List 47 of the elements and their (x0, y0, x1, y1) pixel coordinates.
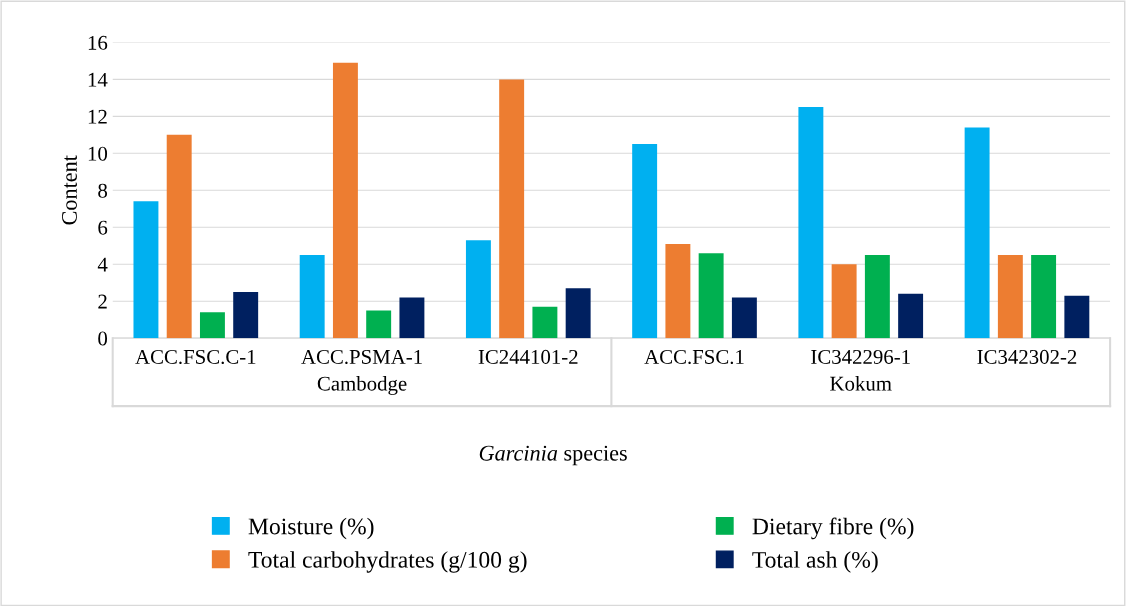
legend-label: Total carbohydrates (g/100 g) (248, 551, 527, 573)
x-tick-label: ACC.PSMA-1 (301, 349, 422, 365)
bar (698, 253, 724, 339)
bar (731, 297, 757, 339)
bar (233, 291, 259, 339)
y-tick-label: 10 (88, 146, 108, 161)
bar (166, 134, 192, 339)
bar (997, 254, 1023, 339)
x-tick-label: ACC.FSC.1 (644, 349, 744, 365)
legend-label: Dietary fibre (%) (752, 517, 914, 540)
y-tick-label: 6 (98, 220, 108, 235)
bar (399, 297, 425, 339)
x-tick-label: IC244101-2 (478, 349, 578, 364)
bar (366, 310, 392, 339)
bar (898, 293, 924, 339)
bar (864, 254, 890, 339)
text: Kokum (830, 376, 892, 391)
legend-label: Total ash (%) (752, 551, 878, 573)
bar (1031, 254, 1057, 339)
y-tick-label: 8 (98, 183, 108, 198)
y-tick-label: 0 (98, 331, 108, 346)
bar (1064, 295, 1090, 339)
x-tick-label: ACC.FSC.C-1 (135, 349, 256, 365)
bar (299, 254, 325, 339)
x-tick-label: IC342296-1 (811, 349, 910, 364)
y-tick-label: 12 (88, 109, 107, 124)
bar (199, 312, 225, 339)
text: Cambodge (317, 375, 407, 395)
bar (332, 62, 358, 339)
bar (133, 201, 159, 339)
bar (565, 288, 591, 339)
x-tick-label: IC342302-2 (977, 349, 1077, 364)
y-axis-title: Content (62, 155, 77, 225)
bar (632, 144, 658, 339)
bar (798, 107, 824, 339)
bar (465, 240, 491, 339)
y-tick-label: 4 (97, 257, 108, 272)
legend-label: Moisture (%) (248, 517, 374, 540)
bar (499, 79, 525, 339)
y-tick-label: 14 (88, 72, 108, 87)
y-tick-label: 16 (88, 35, 108, 50)
bar (831, 264, 857, 339)
y-tick-label: 2 (98, 294, 107, 309)
x-axis-title: Garcinia species (479, 445, 627, 466)
bar (964, 127, 990, 339)
bar (665, 243, 691, 339)
bar (532, 306, 558, 339)
